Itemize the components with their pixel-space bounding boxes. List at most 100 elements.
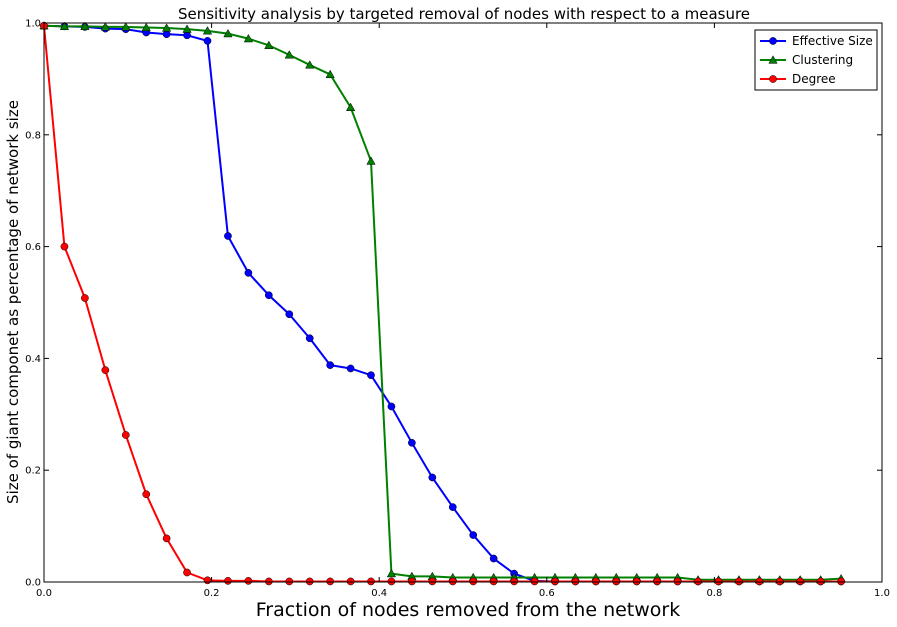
data-point: [694, 577, 702, 586]
y-axis-label: Size of giant componet as percentage of …: [4, 100, 22, 504]
data-point: [469, 577, 478, 586]
data-point: [264, 577, 273, 586]
data-point: [326, 361, 335, 369]
data-point: [735, 577, 743, 586]
y-tick-label: 1.0: [25, 19, 41, 30]
y-tick-label: 0.0: [25, 578, 41, 589]
x-tick-label: 0.0: [36, 588, 52, 599]
data-point: [489, 554, 498, 563]
data-point: [80, 21, 90, 30]
data-point: [448, 503, 457, 511]
data-point: [551, 577, 559, 586]
data-point: [162, 534, 171, 543]
data-point: [408, 577, 416, 586]
data-point: [202, 26, 213, 35]
legend-item-effective-size: Effective Size: [760, 34, 873, 48]
data-point: [366, 156, 376, 165]
data-point: [673, 577, 682, 586]
data-point: [121, 22, 131, 31]
legend-label: Clustering: [792, 53, 853, 67]
data-point: [510, 577, 518, 586]
data-point: [59, 21, 70, 30]
data-point: [183, 31, 191, 40]
data-point: [60, 242, 69, 251]
data-point: [244, 269, 253, 277]
data-point: [714, 577, 723, 586]
y-tick-label: 0.6: [25, 242, 41, 253]
y-tick-label: 0.2: [25, 466, 41, 477]
data-point: [121, 431, 130, 439]
legend-item-clustering: Clustering: [760, 53, 853, 67]
data-point: [284, 50, 294, 59]
data-point: [367, 577, 375, 586]
data-point: [161, 23, 172, 32]
plot-background: [44, 23, 882, 582]
x-tick-label: 0.8: [706, 588, 722, 599]
data-point: [755, 577, 764, 586]
legend-item-degree: Degree: [760, 72, 836, 86]
ticks-layer: 0.0 0.2 0.4 0.6 0.8 1.0 0.0 0.2 0.4 0.6 0.8 1.0: [25, 19, 890, 600]
legend-label: Effective Size: [792, 34, 873, 48]
data-point: [346, 577, 355, 586]
data-point: [326, 577, 335, 586]
data-point: [408, 438, 416, 447]
data-point: [653, 577, 662, 586]
data-point: [346, 364, 355, 373]
data-point: [203, 37, 212, 45]
chart-title: Sensitivity analysis by targeted removal…: [178, 5, 750, 23]
data-point: [571, 577, 580, 586]
data-point: [591, 577, 600, 586]
data-point: [224, 577, 232, 585]
data-point: [264, 291, 273, 300]
data-point: [428, 473, 437, 482]
data-point: [448, 577, 457, 586]
y-tick-label: 0.8: [25, 130, 41, 141]
data-point: [285, 577, 294, 586]
data-point: [775, 577, 784, 586]
data-point: [244, 577, 253, 585]
x-tick-label: 0.2: [204, 588, 220, 599]
x-tick-label: 1.0: [874, 588, 890, 599]
data-point: [183, 568, 191, 577]
data-point: [387, 577, 396, 586]
series-line-degree: [43, 25, 842, 583]
data-point: [489, 577, 498, 586]
data-point: [367, 371, 375, 380]
data-point: [305, 334, 314, 343]
legend-marker: [769, 75, 777, 83]
data-point: [264, 40, 274, 49]
x-axis-label: Fraction of nodes removed from the netwo…: [256, 599, 680, 621]
data-point: [101, 366, 110, 374]
data-point: [142, 490, 151, 499]
data-point: [325, 69, 335, 79]
data-point: [243, 33, 254, 43]
data-point: [141, 22, 151, 32]
data-point: [837, 577, 845, 586]
data-point: [345, 102, 356, 112]
data-point: [285, 310, 294, 319]
legend-marker: [769, 37, 777, 45]
data-point: [81, 294, 89, 302]
data-point: [386, 568, 397, 578]
data-point: [203, 576, 212, 585]
data-point: [469, 531, 478, 539]
plot-area: 0.0 0.2 0.4 0.6 0.8 1.0 0.0 0.2 0.4 0.6 0.8 1.0: [25, 19, 890, 600]
legend: Effective Size Clustering Degree: [754, 29, 878, 91]
plot-frame: [43, 22, 883, 583]
data-point: [816, 577, 825, 586]
data-point: [182, 24, 192, 33]
data-point: [387, 402, 396, 411]
data-point: [305, 60, 315, 69]
series-degree: [40, 21, 845, 586]
legend-label: Degree: [792, 72, 836, 86]
data-point: [612, 577, 621, 586]
x-tick-label: 0.6: [539, 588, 555, 599]
y-tick-label: 0.4: [25, 354, 41, 365]
series-layer: [39, 21, 846, 586]
data-point: [223, 28, 233, 38]
legend-marker: [768, 55, 778, 64]
data-point: [162, 30, 171, 39]
series-line-clustering: [43, 24, 842, 581]
data-point: [428, 577, 437, 586]
